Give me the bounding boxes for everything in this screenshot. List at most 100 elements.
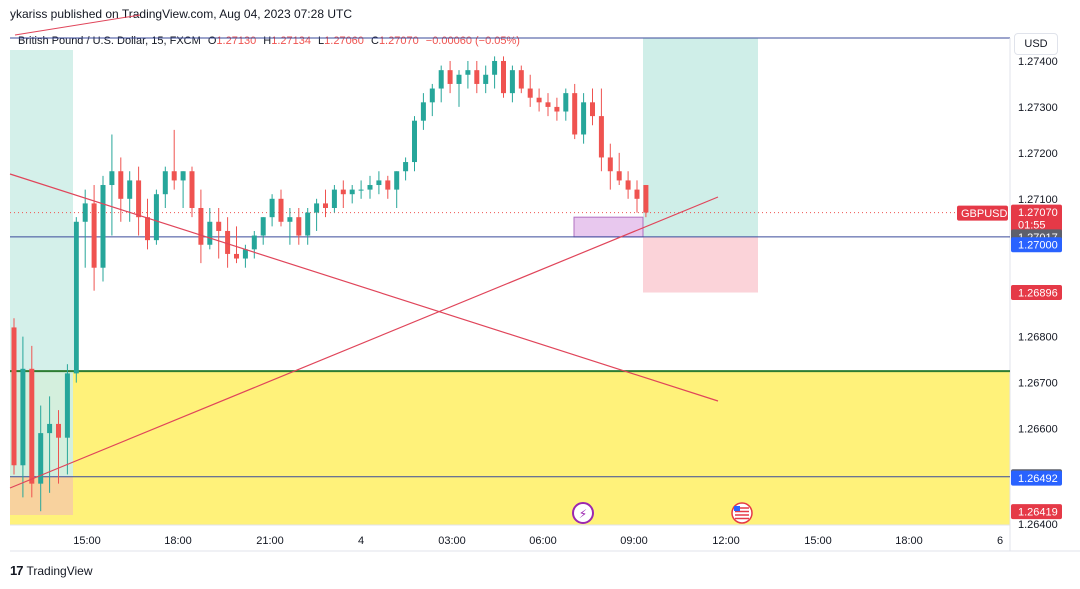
badge-last-price: 1.27070 xyxy=(1018,207,1058,219)
trendline-down xyxy=(9,173,719,402)
time-tick: 15:00 xyxy=(804,535,832,547)
candle-body xyxy=(527,88,533,98)
time-tick: 18:00 xyxy=(164,535,192,547)
price-tick: 1.27300 xyxy=(1018,102,1058,114)
target-zone-left xyxy=(10,50,73,477)
trend-lines xyxy=(9,14,719,489)
price-tick: 1.26400 xyxy=(1018,519,1058,531)
candle-body xyxy=(234,253,239,259)
candle-body xyxy=(198,207,204,245)
badge-126419-bg xyxy=(1011,504,1062,520)
entry-box xyxy=(573,216,644,238)
candle-body xyxy=(162,171,168,195)
time-tick: 03:00 xyxy=(438,535,466,547)
candle-body xyxy=(242,249,248,259)
high-label: H xyxy=(263,35,272,47)
time-tick: 4 xyxy=(358,535,364,547)
candle-body xyxy=(305,212,311,236)
candle-body xyxy=(492,60,498,75)
candle-body xyxy=(545,102,551,107)
candle-body xyxy=(207,221,213,245)
candle-body xyxy=(314,203,320,213)
candle-body xyxy=(11,327,17,466)
candle-body xyxy=(189,171,195,208)
candle-body xyxy=(367,185,373,190)
candle-body xyxy=(100,185,106,268)
target-zone-right xyxy=(643,38,758,237)
candle-body xyxy=(171,171,177,181)
lightning-icon: ⚡ xyxy=(579,507,587,521)
candle-body xyxy=(260,217,266,236)
badge-126492-bg xyxy=(1011,470,1062,486)
lightning-event-icon xyxy=(572,502,594,524)
candle-body xyxy=(225,230,231,254)
time-tick: 6 xyxy=(997,535,1003,547)
candle-body xyxy=(634,189,640,199)
candle-body xyxy=(536,97,542,103)
candle-body xyxy=(447,70,453,84)
candle-body xyxy=(20,368,26,466)
candle-body xyxy=(153,194,159,241)
time-tick: 09:00 xyxy=(620,535,648,547)
time-tick: 18:00 xyxy=(895,535,923,547)
candle-body xyxy=(456,74,462,84)
candle-body xyxy=(323,203,328,208)
candle-body xyxy=(474,70,480,84)
badge-126492: 1.26492 xyxy=(1018,473,1058,485)
candle-body xyxy=(287,217,293,222)
badge-126419: 1.26419 xyxy=(1018,507,1058,519)
candle-body xyxy=(438,70,444,89)
candle-body xyxy=(145,217,150,241)
time-tick: 06:00 xyxy=(529,535,557,547)
badge-countdown: 01:55 xyxy=(1018,220,1046,232)
candle-body xyxy=(109,171,115,186)
candle-body xyxy=(501,60,506,94)
candle-body xyxy=(572,93,578,135)
candle-body xyxy=(643,185,649,213)
currency-button[interactable]: USD xyxy=(1014,33,1058,55)
tv-logo-icon: 17 xyxy=(10,563,24,578)
candle-body xyxy=(518,70,524,89)
candle-body xyxy=(563,93,569,112)
candle-body xyxy=(331,189,337,208)
badge-126896: 1.26896 xyxy=(1018,288,1058,300)
open-label: O xyxy=(207,35,217,47)
candle-body xyxy=(56,423,61,438)
candle-body xyxy=(136,180,142,218)
candle-body xyxy=(394,171,400,190)
tradingview-logo[interactable]: 17 TradingView xyxy=(10,563,93,578)
candle-body xyxy=(349,189,355,195)
candle-body xyxy=(216,221,222,231)
candle-body xyxy=(127,180,133,199)
published-caption: ykariss published on TradingView.com, Au… xyxy=(10,7,352,21)
price-tick: 1.26600 xyxy=(1018,424,1058,436)
candle-body xyxy=(429,88,435,103)
price-axis: 1.27400 1.27300 1.27200 1.27100 1.26800 1.267… xyxy=(1018,56,1058,531)
price-tick: 1.27100 xyxy=(1018,194,1058,206)
candle-body xyxy=(118,171,124,199)
candle-body xyxy=(47,423,53,434)
candle-body xyxy=(420,102,426,121)
time-tick: 15:00 xyxy=(73,535,101,547)
candle-body xyxy=(554,106,560,112)
candle-body xyxy=(625,180,631,190)
badge-last-price-bg xyxy=(1011,204,1062,233)
time-tick: 12:00 xyxy=(712,535,740,547)
time-axis: 15:00 18:00 21:00 4 03:00 06:00 09:00 12:00 15:0… xyxy=(73,535,1003,547)
candle-body xyxy=(73,221,79,374)
candle-body xyxy=(251,235,257,250)
candle-body xyxy=(29,368,35,484)
candle-body xyxy=(269,198,275,218)
badge-127000: 1.27000 xyxy=(1018,240,1058,252)
candle-body xyxy=(465,70,471,75)
candle-body xyxy=(296,217,302,236)
trendline-top xyxy=(14,14,141,36)
trendline-up xyxy=(9,196,719,489)
candle-body xyxy=(82,203,88,222)
candle-body xyxy=(412,120,417,163)
price-tick: 1.27400 xyxy=(1018,56,1058,68)
candle-body xyxy=(376,180,382,186)
candle-body xyxy=(358,189,364,191)
candle-body xyxy=(64,373,70,438)
